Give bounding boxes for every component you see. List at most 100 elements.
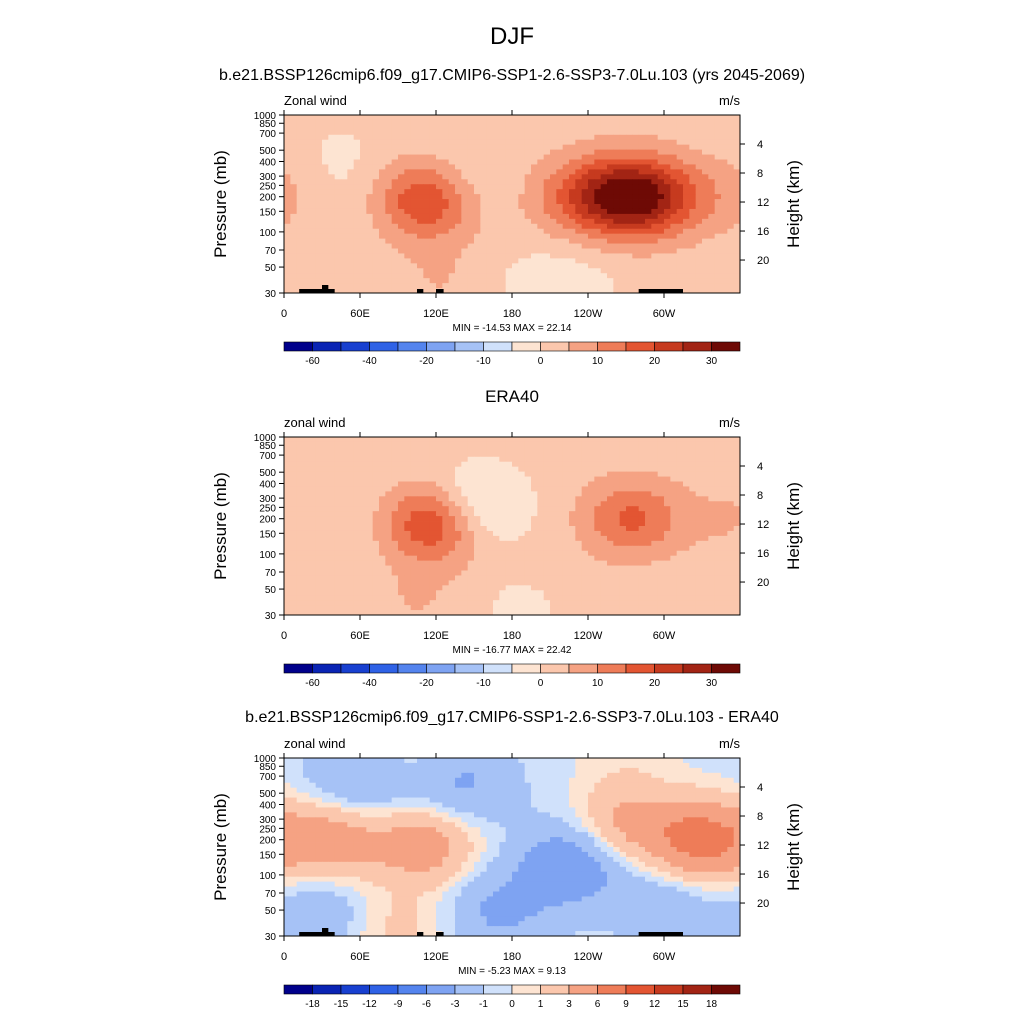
contour-cell <box>594 476 602 482</box>
contour-cell <box>493 501 500 507</box>
contour-cell <box>309 144 317 151</box>
contour-cell <box>689 491 697 497</box>
contour-cell <box>372 565 380 571</box>
contour-cell <box>398 560 405 566</box>
contour-cell <box>575 446 583 453</box>
contour-cell <box>379 471 386 477</box>
contour-cell <box>683 590 690 596</box>
contour-cell <box>588 585 595 591</box>
contour-cell <box>670 248 678 254</box>
contour-cell <box>733 263 741 269</box>
contour-cell <box>474 471 481 477</box>
contour-cell <box>613 471 621 477</box>
contour-cell <box>410 169 418 175</box>
contour-cell <box>613 134 621 141</box>
contour-cell <box>512 471 519 477</box>
contour-cell <box>328 278 336 284</box>
contour-cell <box>347 456 355 463</box>
contour-cell <box>391 565 399 571</box>
contour-cell <box>296 461 304 468</box>
contour-cell <box>651 461 659 468</box>
contour-cell <box>341 213 348 220</box>
contour-cell <box>562 164 570 170</box>
contour-cell <box>581 283 589 289</box>
contour-cell <box>505 134 513 141</box>
contour-cell <box>315 501 323 507</box>
contour-cell <box>727 501 735 507</box>
contour-cell <box>733 481 741 487</box>
contour-cell <box>284 228 291 235</box>
contour-cell <box>543 283 551 289</box>
contour-cell <box>689 545 697 552</box>
contour-cell <box>404 501 412 507</box>
contour-cell <box>683 154 690 160</box>
contour-cell <box>702 134 709 141</box>
contour-cell <box>315 208 323 215</box>
contour-cell <box>486 258 494 264</box>
contour-cell <box>632 451 640 458</box>
contour-cell <box>341 263 348 269</box>
contour-cell <box>423 441 431 448</box>
contour-cell <box>493 204 500 210</box>
contour-cell <box>721 570 728 576</box>
contour-cell <box>588 575 595 581</box>
contour-cell <box>695 268 703 274</box>
contour-cell <box>708 560 716 566</box>
contour-cell <box>417 213 424 220</box>
contour-cell <box>442 174 450 180</box>
contour-cell <box>512 476 519 482</box>
contour-cell <box>550 590 557 596</box>
contour-cell <box>480 437 488 443</box>
contour-cell <box>708 184 716 190</box>
contour-cell <box>379 174 386 180</box>
contour-cell <box>562 288 570 294</box>
contour-cell <box>480 530 488 537</box>
contour-cell <box>499 263 507 269</box>
contour-cell <box>423 570 431 576</box>
contour-cell <box>404 476 412 482</box>
contour-cell <box>353 134 361 141</box>
contour-cell <box>366 441 374 448</box>
contour-cell <box>619 204 627 210</box>
contour-cell <box>626 194 633 200</box>
contour-cell <box>524 139 532 146</box>
contour-cell <box>461 441 469 448</box>
contour-cell <box>505 545 513 552</box>
contour-cell <box>645 194 652 200</box>
contour-cell <box>645 115 652 121</box>
contour-cell <box>689 283 697 289</box>
contour-cell <box>569 228 576 235</box>
contour-cell <box>284 461 291 468</box>
contour-cell <box>733 243 741 249</box>
contour-cell <box>379 199 386 205</box>
contour-cell <box>385 451 393 458</box>
contour-cell <box>638 506 646 512</box>
contour-cell <box>322 506 329 512</box>
contour-cell <box>303 481 310 487</box>
contour-cell <box>303 263 310 269</box>
colorbar-box <box>426 341 456 352</box>
contour-cell <box>575 134 583 141</box>
contour-cell <box>562 119 570 126</box>
contour-cell <box>683 189 690 195</box>
contour-cell <box>518 555 526 562</box>
contour-cell <box>461 119 469 126</box>
contour-cell <box>360 174 367 180</box>
contour-cell <box>702 174 709 180</box>
contour-cell <box>638 466 646 473</box>
contour-cell <box>569 441 576 448</box>
contour-cell <box>480 159 488 165</box>
contour-cell <box>366 570 374 576</box>
contour-cell <box>499 189 507 195</box>
contour-cell <box>562 521 570 527</box>
contour-cell <box>423 164 431 170</box>
contour-cell <box>290 115 298 121</box>
contour-cell <box>664 129 671 136</box>
contour-cell <box>474 461 481 468</box>
contour-cell <box>689 204 697 210</box>
contour-cell <box>695 590 703 596</box>
contour-cell <box>486 550 494 557</box>
contour-cell <box>727 124 735 131</box>
contour-cell <box>727 540 735 547</box>
contour-cell <box>455 560 462 566</box>
